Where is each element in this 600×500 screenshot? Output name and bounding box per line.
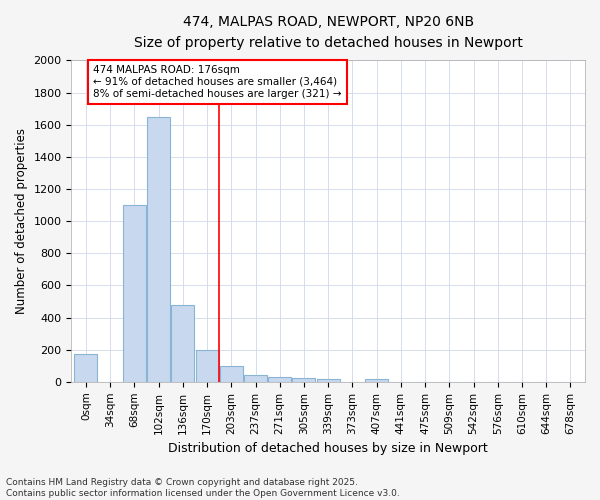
Bar: [317, 378, 340, 382]
Title: 474, MALPAS ROAD, NEWPORT, NP20 6NB
Size of property relative to detached houses: 474, MALPAS ROAD, NEWPORT, NP20 6NB Size…: [134, 15, 523, 50]
X-axis label: Distribution of detached houses by size in Newport: Distribution of detached houses by size …: [169, 442, 488, 455]
Bar: [268, 377, 291, 382]
Bar: [74, 354, 97, 382]
Bar: [123, 205, 146, 382]
Y-axis label: Number of detached properties: Number of detached properties: [15, 128, 28, 314]
Bar: [292, 378, 316, 382]
Bar: [244, 376, 267, 382]
Bar: [196, 350, 218, 382]
Bar: [365, 380, 388, 382]
Bar: [220, 366, 243, 382]
Text: 474 MALPAS ROAD: 176sqm
← 91% of detached houses are smaller (3,464)
8% of semi-: 474 MALPAS ROAD: 176sqm ← 91% of detache…: [93, 66, 342, 98]
Bar: [172, 304, 194, 382]
Bar: [147, 116, 170, 382]
Text: Contains HM Land Registry data © Crown copyright and database right 2025.
Contai: Contains HM Land Registry data © Crown c…: [6, 478, 400, 498]
